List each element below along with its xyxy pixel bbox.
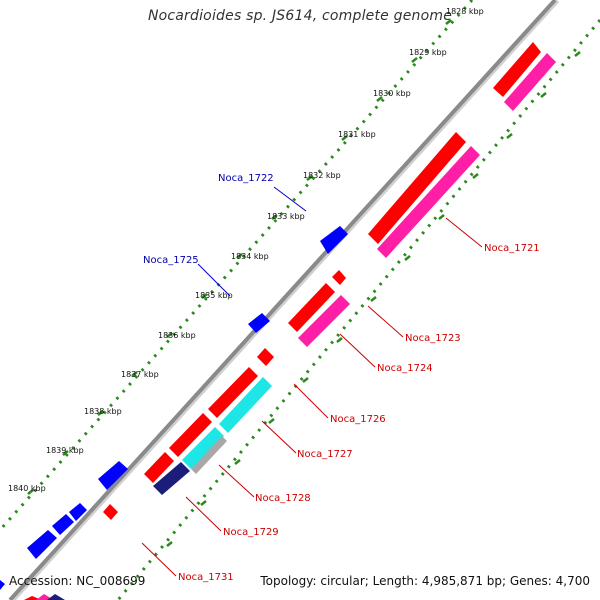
cds-noca-1726[interactable] [257, 348, 274, 366]
gene-label-noca-1727[interactable]: Noca_1727 [297, 449, 353, 460]
tick-label-1835: 1835 kbp [195, 291, 233, 300]
gene-label-noca-1722[interactable]: Noca_1722 [218, 173, 274, 184]
rna-pink-1724[interactable] [298, 295, 350, 347]
tick-label-1833: 1833 kbp [267, 212, 305, 221]
cds-blue-1740c[interactable] [27, 530, 57, 559]
cds-noca-1729[interactable] [144, 452, 174, 483]
cds-noca-1724[interactable] [288, 283, 335, 332]
gene-label-noca-1728[interactable]: Noca_1728 [255, 493, 311, 504]
reverse-cds-features [0, 226, 348, 590]
cds-noca-1721[interactable] [368, 132, 466, 244]
gray-feature-1728[interactable] [191, 436, 227, 474]
cds-noca-1723[interactable] [332, 270, 346, 285]
cds-blue-1740b[interactable] [52, 514, 74, 535]
navy-bottom-edge[interactable] [47, 594, 65, 600]
tick-label-1829: 1829 kbp [409, 48, 447, 57]
tick-label-1831: 1831 kbp [338, 130, 376, 139]
cds-blue-edge[interactable] [0, 580, 5, 590]
cds-noca-1728[interactable] [169, 413, 212, 457]
inner-dotted-track [116, 19, 600, 600]
rna-features [36, 53, 556, 600]
tick-label-1837: 1837 kbp [121, 370, 159, 379]
tick-label-1834: 1834 kbp [231, 252, 269, 261]
tick-label-1839: 1839 kbp [46, 446, 84, 455]
cds-noca-1731[interactable] [103, 504, 118, 520]
outer-dotted-track [0, 0, 474, 531]
cds-noca-1722[interactable] [320, 226, 348, 254]
map-title: Nocardioides sp. JS614, complete genome [147, 8, 453, 24]
accession-text: Accession: NC_008699 [9, 574, 146, 588]
gene-label-noca-1725[interactable]: Noca_1725 [143, 255, 199, 266]
cds-blue-1740a[interactable] [69, 503, 87, 521]
gene-label-noca-1726[interactable]: Noca_1726 [330, 414, 386, 425]
navy-feature-1729[interactable] [153, 462, 190, 495]
leader-lines [141, 186, 483, 577]
cds-blue-1739a[interactable] [98, 461, 128, 490]
gene-label-noca-1721[interactable]: Noca_1721 [484, 243, 540, 254]
tick-label-1840: 1840 kbp [8, 484, 46, 493]
gene-label-noca-1729[interactable]: Noca_1729 [223, 527, 279, 538]
gene-label-noca-1723[interactable]: Noca_1723 [405, 333, 461, 344]
rna-top-pink[interactable] [504, 53, 556, 111]
tick-label-1832: 1832 kbp [303, 171, 341, 180]
gene-label-noca-1724[interactable]: Noca_1724 [377, 363, 433, 374]
genome-backbone [8, 0, 557, 600]
cds-noca-1721a[interactable] [493, 42, 541, 97]
rna-cyan-1728[interactable] [182, 427, 224, 469]
tick-label-1828: 1828 kbp [446, 7, 484, 16]
cds-noca-1727[interactable] [208, 367, 258, 418]
tick-label-1830: 1830 kbp [373, 89, 411, 98]
rna-cyan-1727[interactable] [219, 377, 272, 433]
forward-cds-features [24, 42, 541, 600]
topology-text: Topology: circular; Length: 4,985,871 bp… [260, 574, 590, 588]
gene-label-noca-1731[interactable]: Noca_1731 [178, 572, 234, 583]
tick-label-1838: 1838 kbp [84, 407, 122, 416]
tick-marks [27, 19, 581, 547]
rna-pink-1721[interactable] [377, 146, 480, 258]
cds-noca-1725[interactable] [248, 313, 270, 333]
tick-label-1836: 1836 kbp [158, 331, 196, 340]
